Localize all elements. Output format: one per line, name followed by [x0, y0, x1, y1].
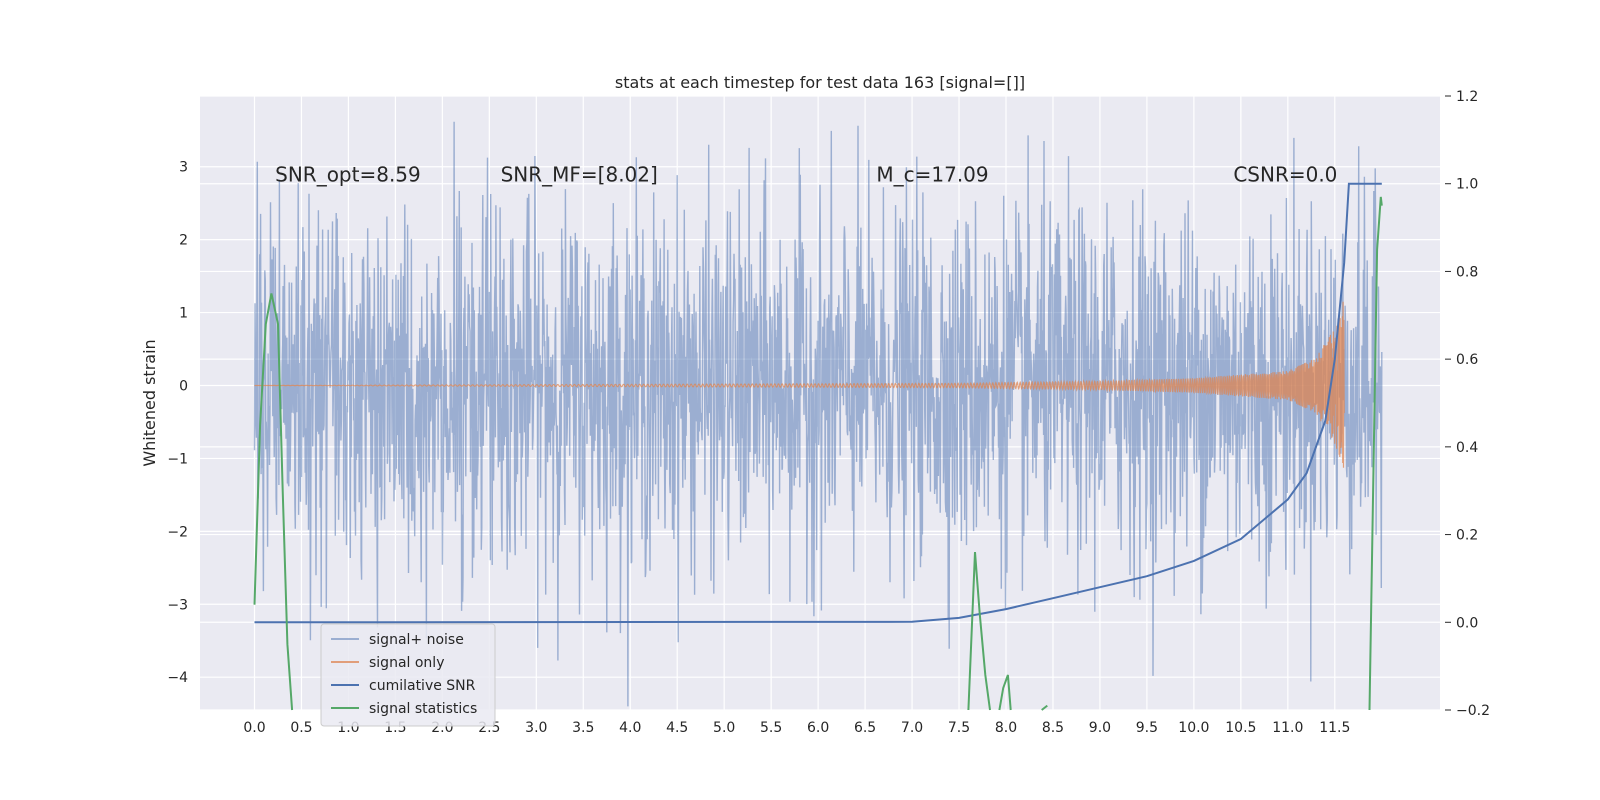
- x-tick-label: 0.0: [243, 720, 265, 736]
- x-tick-label: 11.5: [1319, 720, 1350, 736]
- x-tick-label: 10.5: [1225, 720, 1256, 736]
- x-tick-label: 6.0: [807, 720, 829, 736]
- y2-tick-label: −0.2: [1456, 703, 1490, 719]
- annotation-text: CSNR=0.0: [1233, 162, 1337, 186]
- y2-tick-label: 0.0: [1456, 615, 1478, 631]
- annotation-text: M_c=17.09: [876, 162, 988, 186]
- y2-tick-label: 0.4: [1456, 440, 1478, 456]
- annotations: SNR_opt=8.59 SNR_MF=[8.02] M_c=17.09 CSNR=0…: [275, 162, 1337, 186]
- x-tick-label: 4.5: [666, 720, 688, 736]
- x-tick-label: 7.5: [948, 720, 970, 736]
- series-line: [253, 293, 294, 711]
- series-line: [254, 182, 1382, 624]
- x-tick-label: 5.5: [760, 720, 782, 736]
- y-tick-label: 0: [179, 378, 188, 394]
- y-tick-label: −2: [167, 524, 188, 540]
- y2-axis-ticks: 1.2 1.0 0.8 0.6 0.4 0.2 0.0 −0.2: [1445, 89, 1490, 719]
- legend-label: signal+ noise: [369, 632, 464, 648]
- y2-tick-label: 1.2: [1456, 89, 1478, 105]
- x-tick-label: 8.0: [995, 720, 1017, 736]
- legend-label: cumilative SNR: [369, 678, 476, 694]
- series-line: [1368, 196, 1383, 711]
- series-layer: [253, 121, 1383, 711]
- x-tick-label: 3.5: [572, 720, 594, 736]
- x-tick-label: 5.0: [713, 720, 735, 736]
- x-tick-label: 0.5: [290, 720, 312, 736]
- y-tick-label: 2: [179, 233, 188, 249]
- x-tick-label: 3.0: [525, 720, 547, 736]
- legend-label: signal only: [369, 655, 444, 671]
- y2-tick-label: 1.0: [1456, 177, 1478, 193]
- y2-tick-label: 0.6: [1456, 352, 1478, 368]
- y-tick-label: 3: [179, 160, 188, 176]
- y-tick-label: 1: [179, 306, 188, 322]
- y-axis-ticks: 3 2 1 0 −1 −2 −3 −4: [167, 160, 188, 686]
- annotation-text: SNR_MF=[8.02]: [501, 162, 658, 186]
- annotation-text: SNR_opt=8.59: [275, 162, 421, 186]
- y-axis-label: Whitened strain: [140, 339, 159, 466]
- series-line: [967, 552, 991, 711]
- series-line: [998, 674, 1012, 711]
- y-tick-label: −1: [167, 451, 188, 467]
- x-tick-label: 9.5: [1136, 720, 1158, 736]
- x-tick-label: 10.0: [1178, 720, 1209, 736]
- x-tick-label: 11.0: [1272, 720, 1303, 736]
- x-tick-label: 9.0: [1089, 720, 1111, 736]
- legend: signal+ noise signal only cumilative SNR si…: [320, 623, 496, 727]
- chart-title: stats at each timestep for test data 163…: [615, 73, 1025, 92]
- y2-tick-label: 0.8: [1456, 264, 1478, 280]
- series-line: [253, 121, 1383, 707]
- series-line: [254, 301, 1345, 468]
- legend-label: signal statistics: [369, 701, 477, 717]
- series-line: [1041, 704, 1048, 711]
- x-tick-label: 8.5: [1042, 720, 1064, 736]
- x-tick-label: 6.5: [854, 720, 876, 736]
- x-tick-label: 4.0: [619, 720, 641, 736]
- y-tick-label: −3: [167, 597, 188, 613]
- y2-tick-label: 0.2: [1456, 528, 1478, 544]
- y-tick-label: −4: [167, 670, 188, 686]
- x-tick-label: 7.0: [901, 720, 923, 736]
- legend-box: [320, 623, 496, 727]
